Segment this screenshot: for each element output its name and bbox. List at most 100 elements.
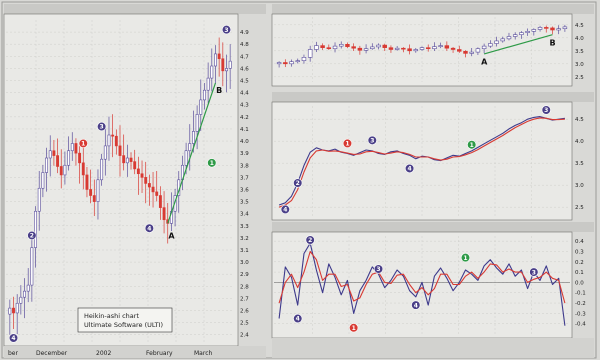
candle-body (214, 53, 217, 67)
candle-body (210, 65, 214, 79)
y-tick-label-bottom-right: 0.1 (575, 270, 584, 276)
y-tick-label-left: 3.5 (240, 200, 249, 206)
y-tick-label-left: 3.6 (240, 187, 249, 193)
candle-body (203, 89, 206, 101)
wave-marker-label: 2 (30, 233, 34, 240)
candle-body (276, 62, 282, 65)
y-tick-label-left: 2.8 (240, 284, 249, 290)
legend-box-frame (77, 307, 173, 333)
candle-body (89, 189, 93, 196)
point-label-B: B (216, 86, 222, 95)
wave-marker-circle (221, 25, 232, 35)
candle-body (144, 177, 148, 184)
candle-body (158, 195, 162, 208)
candle-body (74, 143, 78, 154)
candle-body (525, 30, 530, 33)
wave-marker-circle (97, 121, 107, 132)
candle-body (544, 27, 549, 29)
candle-body (48, 150, 52, 159)
candle-body (162, 207, 166, 221)
candle-body (151, 186, 155, 193)
candle-body (289, 61, 294, 65)
wave-marker-label: 3 (532, 269, 536, 276)
candle-body (103, 145, 107, 160)
y-tick-label-bottom-right: 0.4 (575, 239, 584, 245)
wave-marker-label: 4 (407, 166, 411, 173)
y-tick-label-left: 2.7 (240, 296, 249, 302)
candle-body (320, 45, 325, 48)
wave-marker-label: 4 (11, 335, 15, 342)
candle-body (283, 62, 288, 65)
candle-body (92, 195, 96, 202)
y-tick-label-left: 3.8 (240, 163, 249, 169)
left-x-axis-strip (4, 346, 266, 358)
y-tick-label-top-right: 4.0 (575, 36, 584, 42)
candle-body (45, 157, 48, 173)
y-tick-label-left: 4.2 (240, 115, 249, 121)
candle-body (129, 157, 133, 162)
wave-marker-label: 3 (100, 124, 104, 131)
wave-marker-label: 1 (345, 141, 349, 148)
candle-body (363, 48, 369, 51)
candle-body (562, 26, 568, 29)
trendline (167, 82, 217, 224)
candle-body (81, 162, 85, 176)
candle-body (15, 302, 19, 314)
wave-marker-label: 1 (463, 255, 467, 262)
x-label-december: December (36, 350, 68, 357)
bottom-right-chart: -0.4 -0.3 -0.2 -0.1 0.0 0.1 0.2 0.3 0.4 4 2 1 3 4 1 3 (274, 235, 586, 334)
candle-body (481, 45, 487, 50)
series-line-signal (278, 250, 566, 304)
wave-marker-circle (8, 333, 19, 343)
candle-body (155, 191, 159, 196)
candle-body (41, 172, 45, 189)
candle-body (463, 51, 468, 54)
candle-body (450, 47, 456, 50)
wave-marker-circle (460, 253, 471, 263)
y-tick-label-left: 4.0 (240, 139, 249, 145)
wave-marker-circle (293, 313, 303, 324)
panel-mid-right-plot-area (271, 101, 573, 221)
wave-marker-circle (280, 204, 290, 214)
y-tick-label-top-right: 3.5 (575, 49, 584, 55)
candle-body (556, 28, 561, 31)
wave-marker-label: 3 (224, 27, 228, 34)
wave-marker-circle (349, 323, 359, 333)
candle-body (8, 307, 12, 315)
wave-marker-label: 4 (283, 207, 287, 214)
trendline (483, 34, 553, 55)
candle-body (512, 34, 518, 37)
wave-marker-label: 3 (544, 107, 548, 114)
wave-marker-label: 1 (81, 141, 85, 148)
wave-marker-circle (207, 158, 217, 168)
panel-left-header (4, 4, 266, 14)
candle-body (295, 60, 300, 63)
y-tick-label-mid-right: 2.5 (575, 205, 584, 211)
candle-body (133, 161, 137, 170)
wave-marker-circle (404, 163, 415, 174)
candle-body (388, 47, 394, 50)
y-tick-label-top-right: 3.0 (575, 62, 584, 68)
candle-body (78, 152, 82, 164)
candle-body (401, 47, 406, 50)
y-tick-label-top-right: 4.5 (575, 23, 584, 29)
candle-body (192, 131, 195, 144)
candle-body (107, 134, 111, 147)
y-tick-label-left: 4.6 (240, 66, 249, 72)
candle-body (228, 60, 232, 69)
candle-body (118, 145, 122, 156)
mid-right-chart: 2.5 3.0 3.5 4.0 4.5 4 2 1 3 4 1 3 (274, 105, 584, 216)
candle-body (96, 179, 100, 202)
x-label-2002: 2002 (96, 350, 111, 357)
y-tick-label-left: 2.6 (240, 309, 249, 315)
candle-body (469, 51, 474, 54)
wave-marker-label: 3 (370, 138, 374, 145)
candle-body (221, 58, 225, 72)
panel-bottom-right: -0.4 -0.3 -0.2 -0.1 0.0 0.1 0.2 0.3 0.4 4 2 1 3 4 1 3 (271, 222, 594, 339)
y-tick-label-left: 2.5 (240, 321, 249, 327)
candle-body (188, 143, 192, 152)
panel-top-right: 2.5 3.0 3.5 4.0 4.5 A B (271, 4, 594, 87)
legend-line-1: Heikin-ashi chart (84, 312, 139, 320)
candle-body (407, 48, 412, 52)
point-label-A: A (168, 231, 175, 240)
